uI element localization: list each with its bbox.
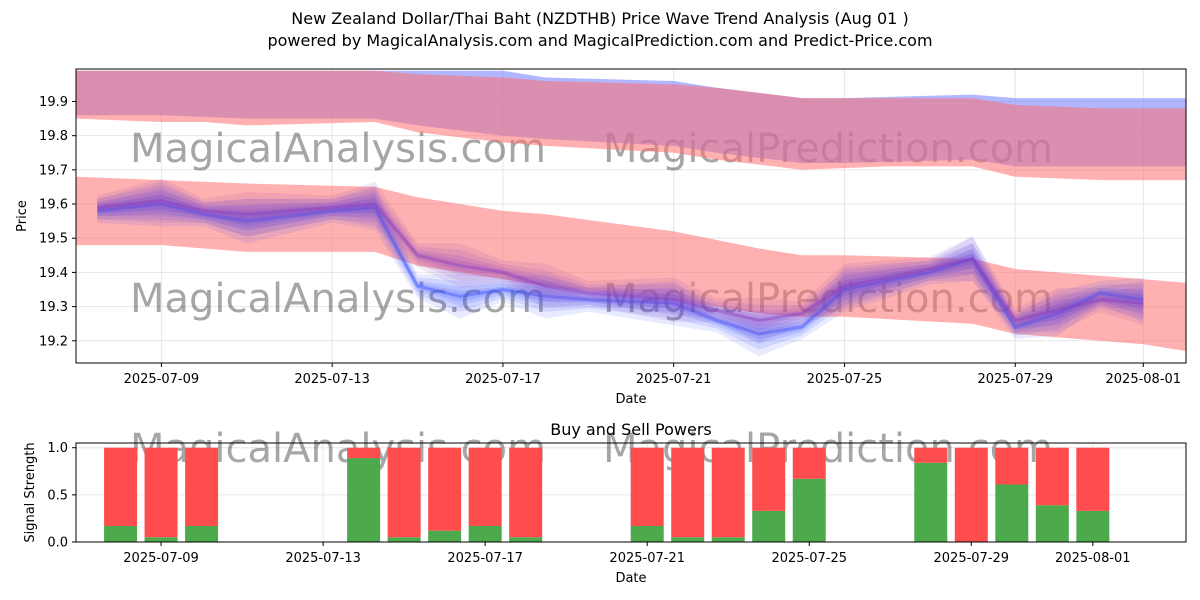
sell-bar <box>347 447 381 459</box>
buy-bar <box>144 537 178 542</box>
signal-x-ticks: 2025-07-09 2025-07-13 2025-07-17 2025-07-21… <box>123 542 1131 566</box>
signal-x-tick-label: 2025-07-25 <box>771 551 847 566</box>
price-y-tick-label: 19.9 <box>39 95 68 110</box>
watermark-text: MagicalAnalysis.com <box>130 276 546 322</box>
sell-bar <box>387 447 421 538</box>
blue-fan-layer <box>97 188 1144 350</box>
price-x-tick-label: 2025-07-09 <box>124 372 200 387</box>
blue-fan-line <box>97 202 1144 336</box>
blue-fan-layer <box>97 198 1144 340</box>
buy-bar <box>468 525 502 542</box>
sell-bar <box>752 447 786 511</box>
buy-bar <box>995 484 1029 542</box>
buy-bar <box>387 537 421 542</box>
signal-x-tick-label: 2025-07-09 <box>123 551 199 566</box>
signal-x-tick-label: 2025-07-29 <box>934 551 1010 566</box>
price-x-tick-label: 2025-08-01 <box>1106 372 1182 387</box>
price-y-ticks: 19.2 19.3 19.4 19.5 19.6 19.7 19.8 19.9 <box>39 95 76 349</box>
price-y-tick-label: 19.6 <box>39 198 68 213</box>
sell-bar <box>104 447 138 526</box>
price-bands <box>76 70 1186 351</box>
buy-bar <box>1035 505 1069 542</box>
buy-bar <box>1076 510 1110 542</box>
purple-fan-layer <box>97 178 1144 343</box>
sell-bar <box>428 447 462 531</box>
signal-bars <box>104 447 1110 542</box>
sell-bar <box>914 447 948 463</box>
sell-bar <box>509 447 543 538</box>
price-y-tick-label: 19.2 <box>39 334 68 349</box>
chart-title: New Zealand Dollar/Thai Baht (NZDTHB) Pr… <box>291 9 909 28</box>
buy-bar <box>185 525 219 542</box>
lower-red-band <box>76 176 1186 351</box>
chart-subtitle: powered by MagicalAnalysis.com and Magic… <box>267 31 933 50</box>
blue-fan-layer <box>97 194 1144 344</box>
buy-bar <box>914 462 948 542</box>
buy-bar <box>752 510 786 542</box>
price-x-tick-label: 2025-07-25 <box>807 372 883 387</box>
purple-fan-layer <box>97 190 1144 330</box>
sell-bar <box>711 447 745 538</box>
sell-bar <box>144 447 178 538</box>
signal-title: Buy and Sell Powers <box>550 420 712 439</box>
buy-bar <box>428 530 462 542</box>
blue-fan-layer <box>97 181 1144 357</box>
price-axes-frame <box>75 68 1187 364</box>
signal-y-ticks: 0.0 0.5 1.0 <box>47 441 76 551</box>
price-y-tick-label: 19.7 <box>39 163 68 178</box>
sell-bar <box>954 447 988 542</box>
buy-bar <box>104 525 138 542</box>
sell-bar <box>1035 447 1069 506</box>
price-y-tick-label: 19.3 <box>39 300 68 315</box>
purple-fan-layer <box>97 195 1144 326</box>
purple-fan-layer <box>97 185 1144 336</box>
sell-bar <box>792 447 826 479</box>
signal-y-tick-label: 0.0 <box>47 536 68 551</box>
price-x-tick-label: 2025-07-29 <box>977 372 1053 387</box>
price-y-tick-label: 19.8 <box>39 129 68 144</box>
buy-bar <box>671 537 705 542</box>
buy-bar <box>509 537 543 542</box>
sell-bar <box>671 447 705 538</box>
purple-fan-line <box>97 199 1144 322</box>
sell-bar <box>630 447 664 526</box>
price-y-tick-label: 19.4 <box>39 266 68 281</box>
price-x-label: Date <box>615 392 646 407</box>
signal-y-label: Signal Strength <box>23 442 38 542</box>
signal-x-tick-label: 2025-08-01 <box>1055 551 1131 566</box>
price-x-tick-label: 2025-07-21 <box>636 372 712 387</box>
upper-red-band <box>76 70 1186 181</box>
signal-x-tick-label: 2025-07-17 <box>447 551 523 566</box>
price-fans <box>97 178 1144 357</box>
price-x-ticks: 2025-07-09 2025-07-13 2025-07-17 2025-07-21… <box>124 363 1181 387</box>
buy-bar <box>630 525 664 542</box>
sell-bar <box>468 447 502 526</box>
sell-bar <box>185 447 219 526</box>
signal-x-tick-label: 2025-07-13 <box>285 551 361 566</box>
buy-bar <box>792 478 826 542</box>
price-y-label: Price <box>15 200 30 232</box>
buy-bar <box>711 537 745 542</box>
sell-bar <box>1076 447 1110 511</box>
price-x-tick-label: 2025-07-17 <box>465 372 541 387</box>
signal-x-tick-label: 2025-07-21 <box>609 551 685 566</box>
signal-x-label: Date <box>615 571 646 586</box>
signal-y-tick-label: 1.0 <box>47 441 68 456</box>
sell-bar <box>995 447 1029 485</box>
signal-axes-frame <box>75 442 1187 543</box>
price-y-tick-label: 19.5 <box>39 232 68 247</box>
buy-bar <box>347 458 381 542</box>
signal-y-tick-label: 0.5 <box>47 488 68 503</box>
price-x-tick-label: 2025-07-13 <box>294 372 370 387</box>
